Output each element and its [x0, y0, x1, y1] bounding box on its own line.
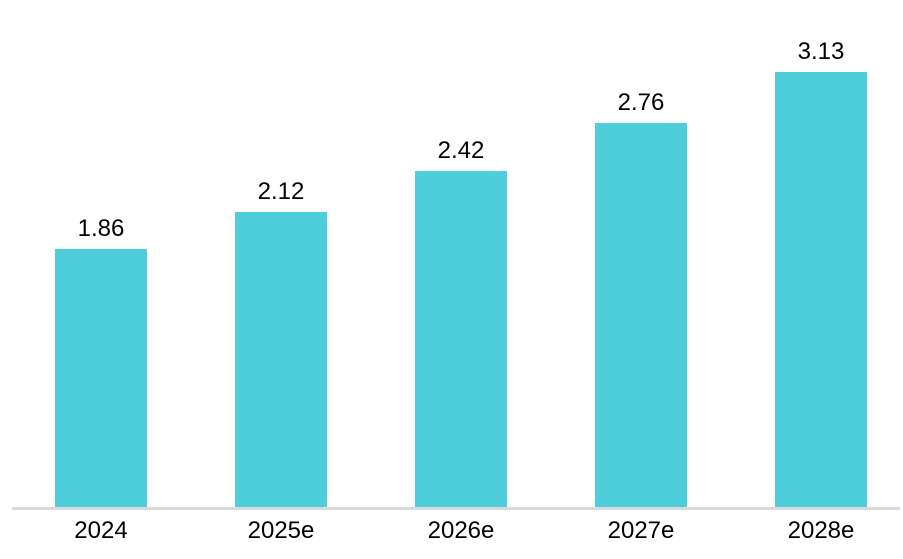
x-axis-labels: 2024 2025e 2026e 2027e 2028e: [0, 517, 903, 557]
x-axis-line: [12, 507, 900, 510]
value-label-2024: 1.86: [77, 215, 125, 242]
category-label-2026e: 2026e: [427, 517, 495, 544]
category-label-2025e: 2025e: [247, 517, 315, 544]
category-label-2028e: 2028e: [787, 517, 855, 544]
plot-area: 1.86 2.12 2.42 2.76 3.13: [55, 38, 867, 508]
bar-2024: [55, 249, 147, 508]
bar-2027e: [595, 123, 687, 508]
value-label-2027e: 2.76: [617, 89, 665, 116]
bar-2026e: [415, 171, 507, 508]
value-label-2028e: 3.13: [797, 38, 845, 65]
category-label-2024: 2024: [74, 517, 128, 544]
category-label-2027e: 2027e: [607, 517, 675, 544]
bar-2025e: [235, 212, 327, 508]
value-label-2025e: 2.12: [257, 178, 305, 205]
bar-2028e: [775, 72, 867, 508]
value-label-2026e: 2.42: [437, 137, 485, 164]
